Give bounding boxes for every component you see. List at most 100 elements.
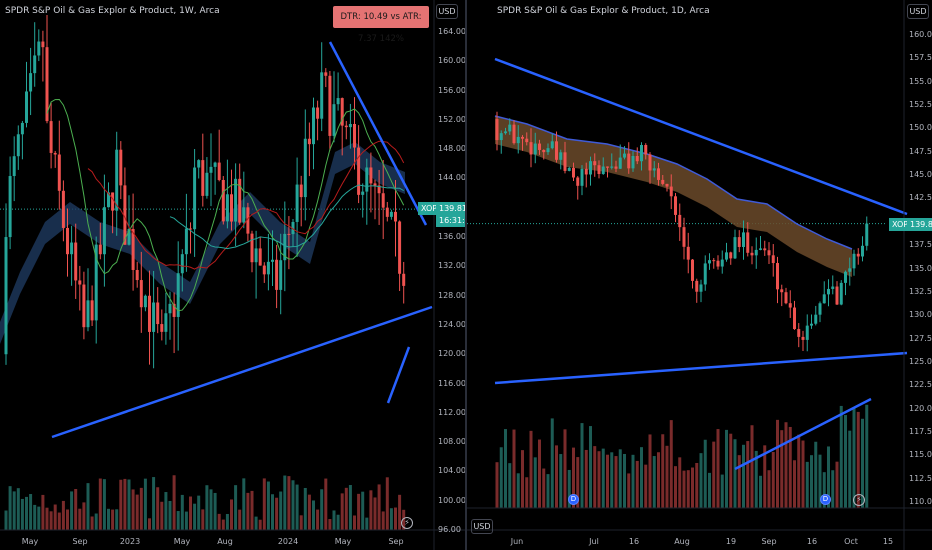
candle-body xyxy=(234,178,238,222)
candle-body xyxy=(287,233,291,235)
volume-bar xyxy=(148,518,151,530)
time-tick: Aug xyxy=(217,537,233,546)
weekly-chart-canvas[interactable] xyxy=(0,0,465,550)
volume-bar xyxy=(644,464,648,508)
volume-bar xyxy=(538,439,541,508)
candle-body xyxy=(631,156,635,169)
volume-bar xyxy=(307,494,311,530)
volume-bar xyxy=(784,422,788,508)
volume-bar xyxy=(610,452,614,508)
candle-body xyxy=(168,303,172,314)
time-tick: Jun xyxy=(510,537,524,546)
candle-body xyxy=(238,178,242,223)
candle-body xyxy=(750,252,754,256)
candle-body xyxy=(686,246,690,260)
daily-chart-canvas[interactable] xyxy=(467,0,932,550)
candle-body xyxy=(262,265,266,275)
resistance-trendline xyxy=(328,41,428,226)
volume-bar xyxy=(733,439,737,508)
candle-body xyxy=(115,149,119,211)
last-price-badge: 139.81 xyxy=(436,202,470,215)
volume-bar xyxy=(33,504,37,530)
candle-body xyxy=(576,177,580,186)
volume-bar xyxy=(780,430,784,508)
candle-body xyxy=(504,131,507,134)
candle-body xyxy=(606,166,609,168)
candle-body xyxy=(699,284,703,292)
volume-bar xyxy=(254,516,258,530)
candle-body xyxy=(193,167,197,230)
candle-body xyxy=(123,185,127,245)
currency-button[interactable]: USD xyxy=(436,4,458,19)
volume-bar xyxy=(299,515,303,530)
weekly-chart-pane[interactable]: SPDR S&P Oil & Gas Explor & Product, 1W,… xyxy=(0,0,478,550)
candle-body xyxy=(542,149,546,153)
volume-bar xyxy=(25,496,28,530)
price-tick: 112.50 xyxy=(909,473,932,483)
volume-bar xyxy=(533,457,537,508)
pane-divider[interactable] xyxy=(465,0,467,550)
volume-bar xyxy=(225,513,229,530)
candle-body xyxy=(546,148,550,153)
volume-bar xyxy=(818,454,822,508)
candle-body xyxy=(246,207,250,234)
flash-icon[interactable]: ⚡ xyxy=(401,517,413,529)
volume-bar xyxy=(246,492,250,530)
dividend-event-marker[interactable]: D xyxy=(820,494,831,505)
volume-bar xyxy=(156,487,160,530)
candle-body xyxy=(788,303,792,308)
price-tick: 150.00 xyxy=(909,123,932,133)
candle-body xyxy=(365,167,369,192)
currency-button[interactable]: USD xyxy=(907,4,929,19)
volume-bar xyxy=(8,486,12,530)
volume-bar xyxy=(197,495,201,530)
flash-icon[interactable]: ⚡ xyxy=(853,494,865,506)
volume-bar xyxy=(180,494,184,530)
candle-body xyxy=(348,123,352,128)
volume-bar xyxy=(205,485,209,530)
volume-bar xyxy=(652,456,656,508)
price-tick: 112.00 xyxy=(438,407,466,417)
candle-body xyxy=(784,292,788,304)
candle-body xyxy=(512,124,516,144)
dividend-event-marker[interactable]: D xyxy=(568,494,579,505)
candle-body xyxy=(49,121,53,153)
candle-body xyxy=(328,75,332,136)
candle-body xyxy=(856,253,860,257)
volume-bar xyxy=(618,449,622,508)
candle-body xyxy=(361,191,365,195)
volume-bar xyxy=(4,510,8,530)
candle-body xyxy=(695,280,699,292)
candle-body xyxy=(652,168,656,171)
daily-chart-pane[interactable]: SPDR S&P Oil & Gas Explor & Product, 1D,… xyxy=(467,0,932,550)
candle-body xyxy=(810,323,813,326)
volume-bar xyxy=(287,476,291,530)
volume-bar xyxy=(716,429,720,508)
currency-bottom-button[interactable]: USD xyxy=(471,519,493,534)
price-tick: 117.50 xyxy=(909,426,932,436)
volume-bar xyxy=(353,515,356,530)
candle-body xyxy=(644,144,648,155)
volume-bar xyxy=(295,484,299,530)
candle-body xyxy=(66,227,69,255)
candle-body xyxy=(665,183,669,187)
volume-bar xyxy=(827,446,830,508)
candle-body xyxy=(156,302,160,325)
volume-bar xyxy=(648,434,652,508)
candle-body xyxy=(657,168,660,180)
volume-bar xyxy=(143,478,147,530)
volume-bar xyxy=(168,500,172,530)
volume-bar xyxy=(601,448,605,508)
volume-bar xyxy=(90,516,94,530)
candle-body xyxy=(160,324,164,332)
time-tick: 16 xyxy=(628,537,640,546)
candle-body xyxy=(797,329,801,337)
volume-bar xyxy=(754,450,758,508)
candle-body xyxy=(559,152,563,160)
volume-bar xyxy=(74,488,78,530)
candle-body xyxy=(678,214,682,228)
price-tick: 132.00 xyxy=(438,261,466,271)
candle-body xyxy=(839,282,843,305)
volume-bar xyxy=(682,470,686,508)
volume-bar xyxy=(381,511,385,530)
